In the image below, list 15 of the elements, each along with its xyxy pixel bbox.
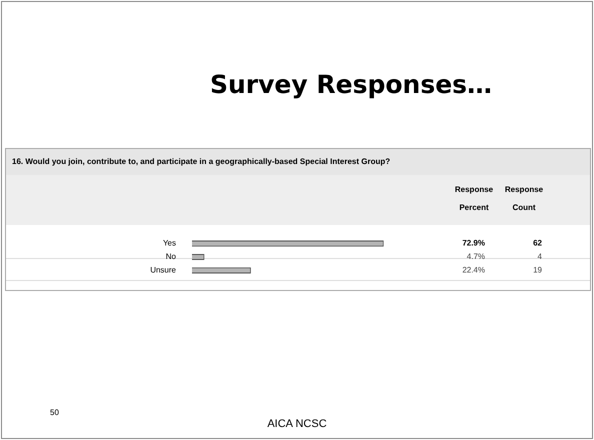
text: Response Percent (454, 184, 494, 214)
data-label: 4.7% (466, 252, 485, 262)
chart-subtitle: 16. Would you join, contribute to, and participate in a geographically-based Special Interest Group? (6, 149, 590, 175)
y-tick-label: Unsure (150, 266, 177, 275)
chart-title: Survey Responses… (210, 70, 492, 99)
y-tick-label: Yes (162, 238, 176, 248)
text: 4 (538, 252, 543, 262)
text: 50 (50, 408, 59, 417)
text: AICA NCSC (266, 418, 328, 430)
text: 62 (533, 238, 543, 248)
text: 19 (533, 266, 543, 275)
text: Response Count (504, 184, 544, 214)
data-label: 72.9% (462, 238, 485, 248)
data-label: 22.4% (462, 266, 485, 275)
y-tick-label: No (166, 252, 177, 262)
